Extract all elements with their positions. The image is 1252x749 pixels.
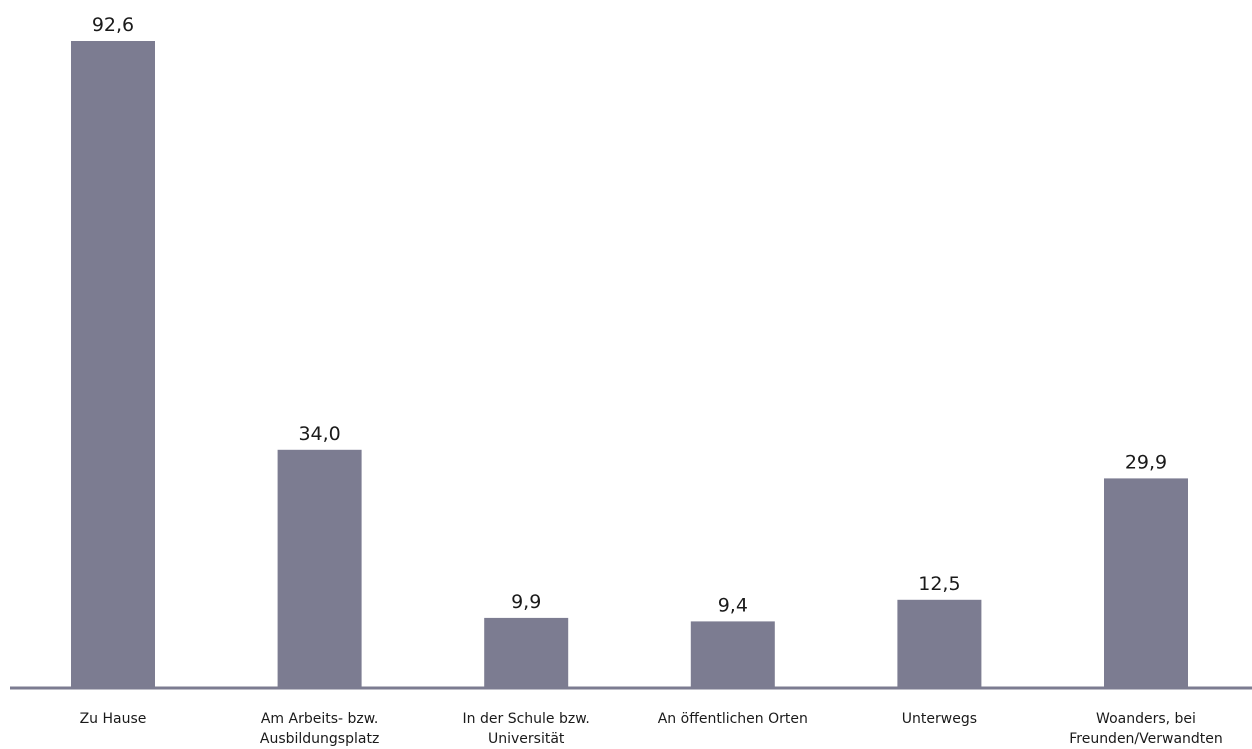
- category-label-1: Am Arbeits- bzw. Ausbildungsplatz: [260, 711, 379, 747]
- value-label-2: 9,9: [511, 591, 541, 613]
- bars-group: [71, 41, 1188, 687]
- category-label-0: Zu Hause: [80, 711, 147, 727]
- value-label-0: 92,6: [92, 14, 134, 36]
- category-label-5: Woanders, bei Freunden/Verwandten: [1069, 711, 1223, 747]
- value-label-4: 12,5: [918, 573, 960, 595]
- category-label-3: An öffentlichen Orten: [658, 711, 808, 727]
- bar-2: [484, 618, 568, 687]
- bar-0: [71, 41, 155, 687]
- value-labels-group: 92,6 34,0 9,9 9,4 12,5 29,9: [92, 14, 1167, 616]
- bar-4: [897, 600, 981, 687]
- bar-1: [278, 450, 362, 687]
- category-labels-group: Zu Hause Am Arbeits- bzw. Ausbildungsplatz…: [80, 711, 1223, 747]
- category-label-4: Unterwegs: [902, 711, 977, 727]
- bar-5: [1104, 478, 1188, 687]
- value-label-5: 29,9: [1125, 451, 1167, 473]
- value-label-1: 34,0: [298, 423, 340, 445]
- value-label-3: 9,4: [718, 594, 748, 616]
- category-label-2: In der Schule bzw. Universität: [463, 711, 590, 747]
- bar-3: [691, 621, 775, 687]
